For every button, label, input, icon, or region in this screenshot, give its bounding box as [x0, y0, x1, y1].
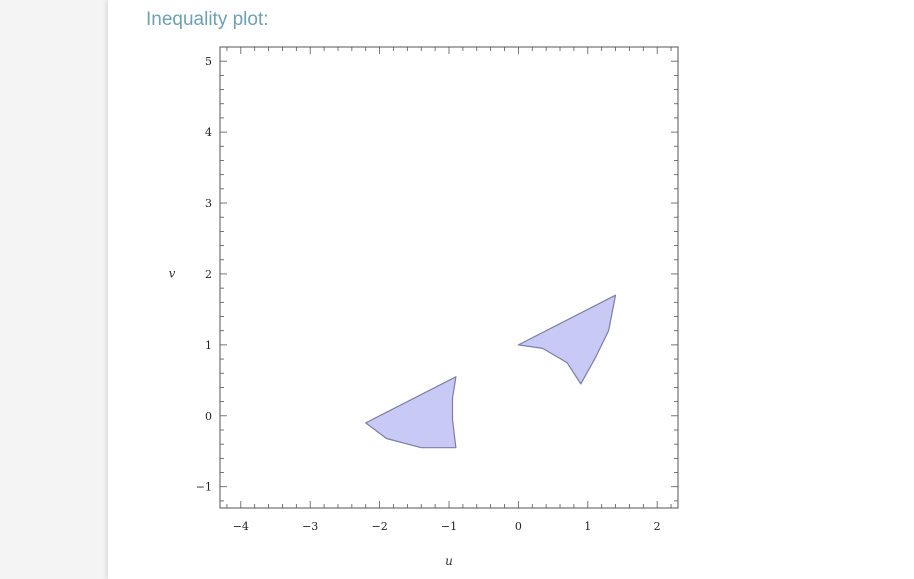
y-axis-label: v — [169, 267, 176, 281]
region-1 — [365, 376, 457, 449]
x-tick-label: 2 — [654, 520, 661, 533]
y-tick-label: 4 — [205, 126, 212, 139]
y-tick-label: 1 — [205, 339, 212, 352]
x-tick-label: −3 — [302, 520, 318, 533]
x-tick-label: −1 — [441, 520, 457, 533]
y-tick-label: −1 — [196, 481, 212, 494]
region-2 — [517, 294, 617, 385]
y-tick-label: 3 — [205, 197, 212, 210]
x-tick-label: −4 — [233, 520, 249, 533]
y-tick-label: 5 — [205, 55, 212, 68]
x-axis-label: u — [445, 554, 453, 568]
y-tick-label: 0 — [205, 410, 212, 423]
x-tick-label: 0 — [515, 520, 522, 533]
section-title: Inequality plot: — [146, 9, 269, 30]
x-tick-label: 1 — [584, 520, 591, 533]
y-tick-label: 2 — [205, 268, 212, 281]
x-tick-label: −2 — [371, 520, 387, 533]
